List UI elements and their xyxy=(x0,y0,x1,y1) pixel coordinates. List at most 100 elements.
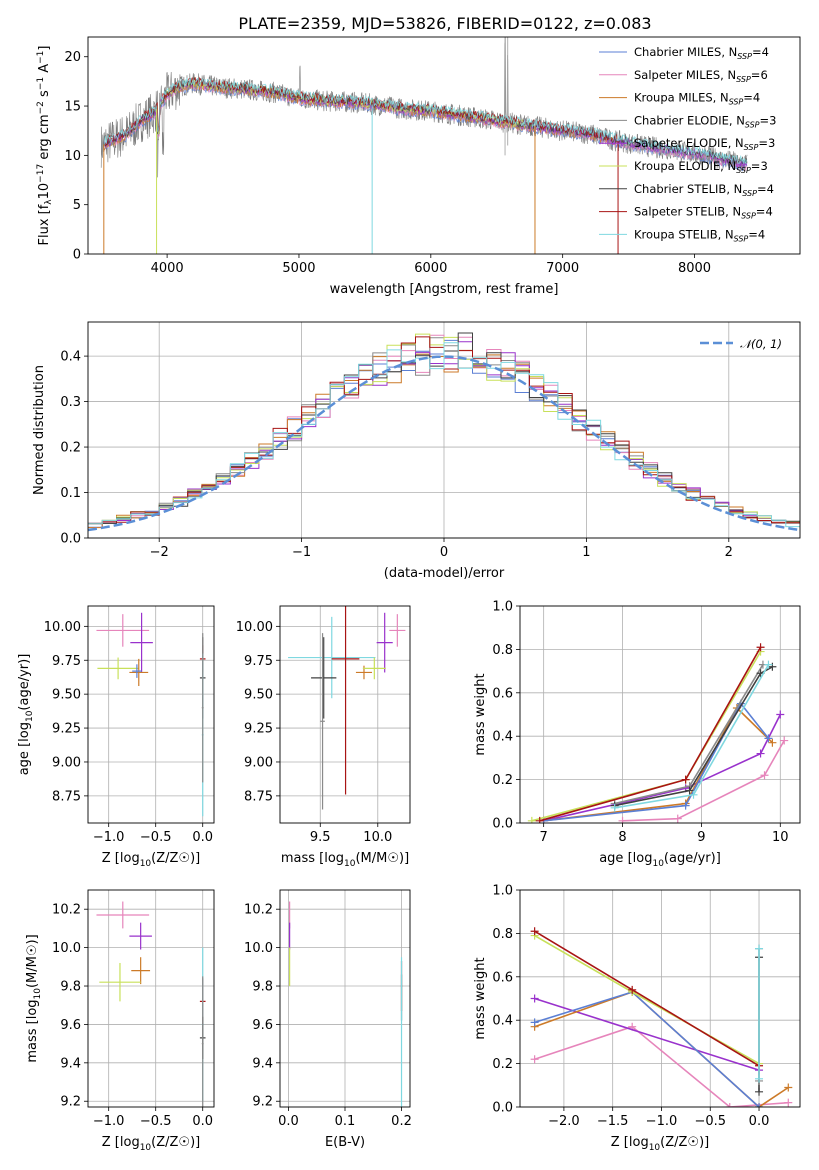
mass-vs-Z-xlabel: Z [log10(Z/Z☉)] xyxy=(102,1135,200,1153)
legend-prefix: N xyxy=(727,68,736,82)
figure-title: PLATE=2359, MJD=53826, FIBERID=0122, z=0… xyxy=(238,14,651,33)
legend-sep: , xyxy=(718,227,725,241)
series-marker xyxy=(530,1055,539,1064)
series-marker xyxy=(681,801,690,810)
ylabel-part: s xyxy=(37,90,52,101)
mass-vs-Z-points xyxy=(96,901,206,1107)
legend-prefix: N xyxy=(725,227,734,241)
y-tick-label: 9.00 xyxy=(52,755,81,770)
legend-entry: Chabrier ELODIE, NSSP=3 xyxy=(634,113,776,129)
xlabel-suffix: (age/yr)] xyxy=(664,851,721,866)
errorbar-point xyxy=(132,664,142,678)
series-marker xyxy=(530,994,539,1003)
legend-entry: Kroupa STELIB, NSSP=4 xyxy=(634,227,765,243)
ylabel-suffix: (M/M☉)] xyxy=(25,934,40,988)
series-marker xyxy=(776,710,785,719)
y-tick-label: 9.4 xyxy=(60,1056,81,1071)
errorbar-point xyxy=(97,657,139,680)
series-marker xyxy=(784,1083,793,1092)
ylabel-part: ] xyxy=(37,46,52,51)
age-vs-mass-points xyxy=(288,606,406,810)
series-marker xyxy=(725,1103,734,1107)
series-kroupa-stelib xyxy=(755,944,764,1083)
legend-sep: , xyxy=(725,205,732,219)
series-line xyxy=(614,666,773,807)
mass-vs-EBV-frame xyxy=(279,889,411,1108)
y-tick-label: 8.75 xyxy=(52,789,81,804)
y-tick-label: 9.8 xyxy=(60,980,81,995)
legend-name: Chabrier ELODIE xyxy=(634,113,729,127)
ylabel-part: Flux [f xyxy=(37,204,52,245)
y-tick-label: 10.0 xyxy=(244,941,273,956)
age-vs-mass-frame xyxy=(279,605,411,824)
massweight-vs-age-lines xyxy=(527,643,789,823)
y-tick-label: 15 xyxy=(64,100,81,115)
age-vs-Z-xlabel: Z [log10(Z/Z☉)] xyxy=(102,851,200,869)
y-tick-label: 10.00 xyxy=(236,620,273,635)
y-tick-label: 0.0 xyxy=(492,817,513,832)
series-marker xyxy=(610,803,619,812)
normal-curve xyxy=(88,355,800,532)
xlabel-sub: 10 xyxy=(652,859,664,869)
y-tick-label: 5 xyxy=(73,198,81,213)
mass-vs-Z-frame xyxy=(87,889,215,1108)
spectrum-axes: 4000 5000 6000 7000 8000 0 5 10 15 20 xyxy=(64,50,711,276)
errorbar-point xyxy=(130,612,153,673)
ylabel-part: −17 xyxy=(36,164,46,183)
legend-equals: = xyxy=(743,91,753,105)
residuals-ylabel: Normed distribution xyxy=(32,365,47,495)
ylabel-part: −1 xyxy=(36,51,46,64)
legend-equals: = xyxy=(751,68,761,82)
legend-sep: , xyxy=(728,136,735,150)
legend-sep: , xyxy=(720,159,727,173)
x-tick-label: −1.0 xyxy=(93,830,125,845)
y-tick-label: 10.0 xyxy=(52,941,81,956)
legend-sep: , xyxy=(726,182,733,196)
series-marker xyxy=(764,660,773,669)
x-tick-label: −2 xyxy=(150,545,169,560)
massweight-vs-Z-xlabel: Z [log10(Z/Z☉)] xyxy=(611,1135,709,1153)
xlabel-sub: 10 xyxy=(344,859,356,869)
series-salpeter-miles xyxy=(618,736,789,823)
y-tick-label: 9.50 xyxy=(52,688,81,703)
histograms xyxy=(88,332,800,532)
legend-sub: SSP xyxy=(741,212,756,221)
ylabel-prefix: mass [log xyxy=(25,999,40,1062)
y-tick-label: 0.2 xyxy=(492,1057,513,1072)
y-tick-label: 0.2 xyxy=(60,441,81,456)
xlabel-sub: 10 xyxy=(649,1143,661,1153)
series-marker xyxy=(530,1018,539,1027)
legend-nssp: 4 xyxy=(767,182,774,196)
legend-sep: , xyxy=(729,113,736,127)
xlabel-prefix: Z [log xyxy=(611,1135,649,1150)
y-tick-label: 9.25 xyxy=(52,722,81,737)
y-tick-label: 8.75 xyxy=(244,789,273,804)
series-marker xyxy=(618,816,627,823)
y-tick-label: 9.6 xyxy=(252,1018,273,1033)
y-tick-label: 0 xyxy=(73,248,81,263)
ylabel-part: −2 xyxy=(36,101,46,114)
series-marker xyxy=(628,985,637,994)
legend-prefix: N xyxy=(720,91,729,105)
x-tick-label: −2.0 xyxy=(548,1114,580,1129)
errorbar-point xyxy=(288,616,376,699)
y-tick-label: 9.2 xyxy=(252,1095,273,1110)
series-marker xyxy=(755,1074,764,1083)
legend-name: Chabrier STELIB xyxy=(634,182,726,196)
histogram-kroupa-elodie xyxy=(88,333,800,524)
massweight-vs-Z-lines xyxy=(530,927,793,1107)
ylabel-part: −1 xyxy=(36,77,46,90)
legend-entry: Salpeter MILES, NSSP=6 xyxy=(634,68,768,84)
x-tick-label: 9 xyxy=(697,830,705,845)
x-tick-label: −0.5 xyxy=(694,1114,726,1129)
x-tick-label: 0.0 xyxy=(192,1114,213,1129)
y-tick-label: 10.00 xyxy=(44,620,81,635)
series-line xyxy=(543,702,770,822)
y-tick-label: 0.4 xyxy=(60,350,81,365)
legend-sub: SSP xyxy=(742,189,757,198)
mass-vs-EBV-points xyxy=(289,901,403,1107)
age-vs-Z-ylabel: age [log10(age/yr)] xyxy=(17,654,35,776)
age-vs-Z-frame xyxy=(87,605,215,824)
ylabel-part: erg cm xyxy=(37,114,52,163)
errorbar-point xyxy=(96,614,150,647)
